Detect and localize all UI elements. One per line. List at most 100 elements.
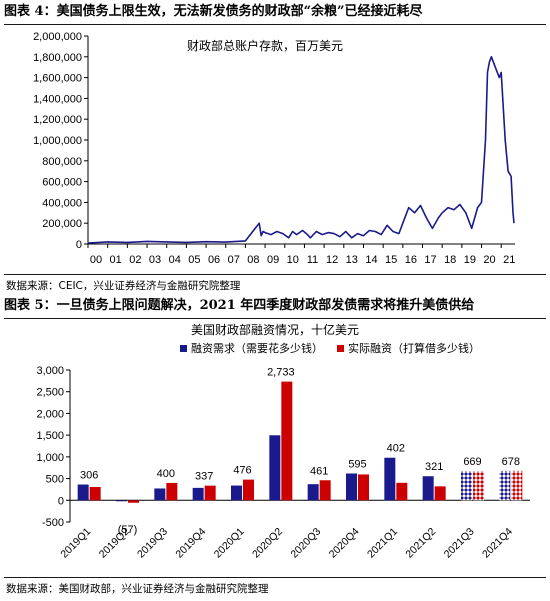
x-tick-label: 21 — [503, 254, 515, 266]
bar-actual — [396, 482, 408, 501]
x-tick-label: 12 — [326, 254, 338, 266]
y-tick-label: 200,000 — [42, 218, 82, 230]
x-tick-label: 00 — [90, 254, 102, 266]
y-tick-label: 1,400,000 — [33, 93, 82, 105]
bar-actual — [166, 482, 178, 501]
figure5-source: 数据来源：美国财政部，兴业证券经济与金融研究院整理 — [6, 583, 269, 595]
x-tick-label: 16 — [405, 254, 417, 266]
x-tick-label: 2020Q3 — [288, 526, 323, 561]
data-label: 321 — [425, 461, 443, 473]
bar-need — [307, 484, 319, 501]
y-tick-label: 500 — [46, 474, 64, 486]
y-tick-label: 600,000 — [42, 177, 82, 189]
bar-actual — [434, 486, 446, 501]
bar-actual — [128, 500, 139, 503]
x-tick-label: 2019Q3 — [135, 526, 170, 561]
x-tick-label: 2021Q1 — [365, 526, 400, 561]
x-tick-label: 15 — [385, 254, 397, 266]
x-tick-label: 2019Q1 — [58, 526, 93, 561]
bar-need — [346, 473, 357, 501]
x-tick-label: 2020Q2 — [250, 526, 285, 561]
y-tick-label: 2,500 — [36, 387, 64, 399]
bar-need — [154, 488, 166, 501]
data-label: (57) — [118, 524, 138, 536]
legend-label: 融资需求（需要花多少钱） — [191, 341, 323, 355]
x-tick-label: 05 — [188, 254, 200, 266]
data-label: 402 — [387, 443, 405, 455]
data-label: 461 — [310, 465, 328, 477]
bar-actual — [473, 471, 484, 501]
x-tick-label: 2020Q1 — [212, 526, 247, 561]
bar-actual — [89, 486, 101, 501]
x-tick-label: 06 — [208, 254, 220, 266]
x-tick-label: 08 — [247, 254, 259, 266]
y-tick-label: 2,000 — [36, 408, 64, 420]
data-label: 669 — [463, 456, 481, 468]
x-tick-label: 18 — [444, 254, 456, 266]
bar-actual — [358, 474, 369, 501]
y-tick-label: 800,000 — [42, 156, 82, 168]
y-tick-label: -500 — [42, 517, 64, 529]
series-line — [87, 55, 515, 244]
x-tick-label: 10 — [287, 254, 299, 266]
chart-title: 财政部总账户存款，百万美元 — [187, 38, 343, 53]
bar-need — [461, 471, 472, 501]
figure5-header: 图表 5：一旦债务上限问题解决，2021 年四季度财政部发债需求将推升美债供给 — [4, 298, 475, 313]
legend-swatch — [337, 345, 344, 352]
y-tick-label: 2,000,000 — [33, 31, 82, 43]
source-rule — [4, 274, 546, 275]
figure4-source: 数据来源：CEIC，兴业证券经济与金融研究院整理 — [6, 280, 241, 292]
y-tick-label: 1,800,000 — [33, 52, 82, 64]
bar-need — [231, 485, 242, 501]
data-label: 476 — [233, 465, 251, 477]
chart-title: 美国财政部融资情况，十亿美元 — [191, 322, 359, 337]
source-rule — [4, 577, 546, 578]
y-tick-label: 400,000 — [42, 197, 82, 209]
y-tick-label: 1,600,000 — [33, 73, 82, 85]
x-tick-label: 19 — [464, 254, 476, 266]
x-tick-label: 07 — [228, 254, 240, 266]
y-tick-label: 1,500 — [36, 430, 64, 442]
x-tick-label: 20 — [483, 254, 495, 266]
x-tick-label: 04 — [169, 254, 181, 266]
x-tick-label: 2021Q4 — [480, 526, 515, 561]
bar-need — [192, 487, 204, 501]
y-tick-label: 0 — [76, 239, 82, 251]
header-rule — [4, 318, 546, 319]
bar-actual — [511, 470, 523, 501]
bar-need — [116, 500, 127, 502]
x-tick-label: 2019Q2 — [97, 526, 132, 561]
figure4-header: 图表 4：美国债务上限生效，无法新发债务的财政部“余粮”已经接近耗尽 — [4, 4, 423, 19]
x-tick-label: 02 — [129, 254, 141, 266]
x-tick-label: 17 — [424, 254, 436, 266]
bar-need — [499, 470, 511, 501]
bar-need — [77, 484, 89, 501]
x-tick-label: 03 — [149, 254, 161, 266]
x-tick-label: 2021Q2 — [403, 526, 438, 561]
bar-actual — [204, 485, 216, 501]
x-tick-label: 2019Q4 — [173, 526, 208, 561]
legend-label: 实际融资（打算借多少钱） — [348, 341, 480, 355]
y-tick-label: 0 — [58, 495, 64, 507]
y-tick-label: 1,200,000 — [33, 114, 82, 126]
data-label: 2,733 — [267, 367, 295, 379]
y-tick-label: 1,000 — [36, 452, 64, 464]
treasury-account-chart: 0 200,000 400,000 600,000 800,000 1,000,000 1,… — [33, 31, 515, 266]
x-tick-label: 13 — [346, 254, 358, 266]
x-tick-label: 09 — [267, 254, 279, 266]
legend-swatch — [180, 345, 187, 352]
y-tick-label: 3,000 — [36, 365, 64, 377]
bar-actual — [319, 480, 331, 501]
bar-actual — [243, 479, 254, 501]
bar-actual — [281, 381, 293, 501]
x-tick-label: 01 — [110, 254, 122, 266]
header-rule — [4, 24, 546, 25]
data-label: 595 — [348, 458, 366, 470]
x-tick-label: 2020Q4 — [327, 526, 362, 561]
data-label: 678 — [502, 456, 520, 468]
data-label: 400 — [157, 468, 175, 480]
bar-need — [269, 435, 281, 501]
x-tick-label: 2021Q3 — [442, 526, 477, 561]
bar-need — [384, 457, 396, 501]
